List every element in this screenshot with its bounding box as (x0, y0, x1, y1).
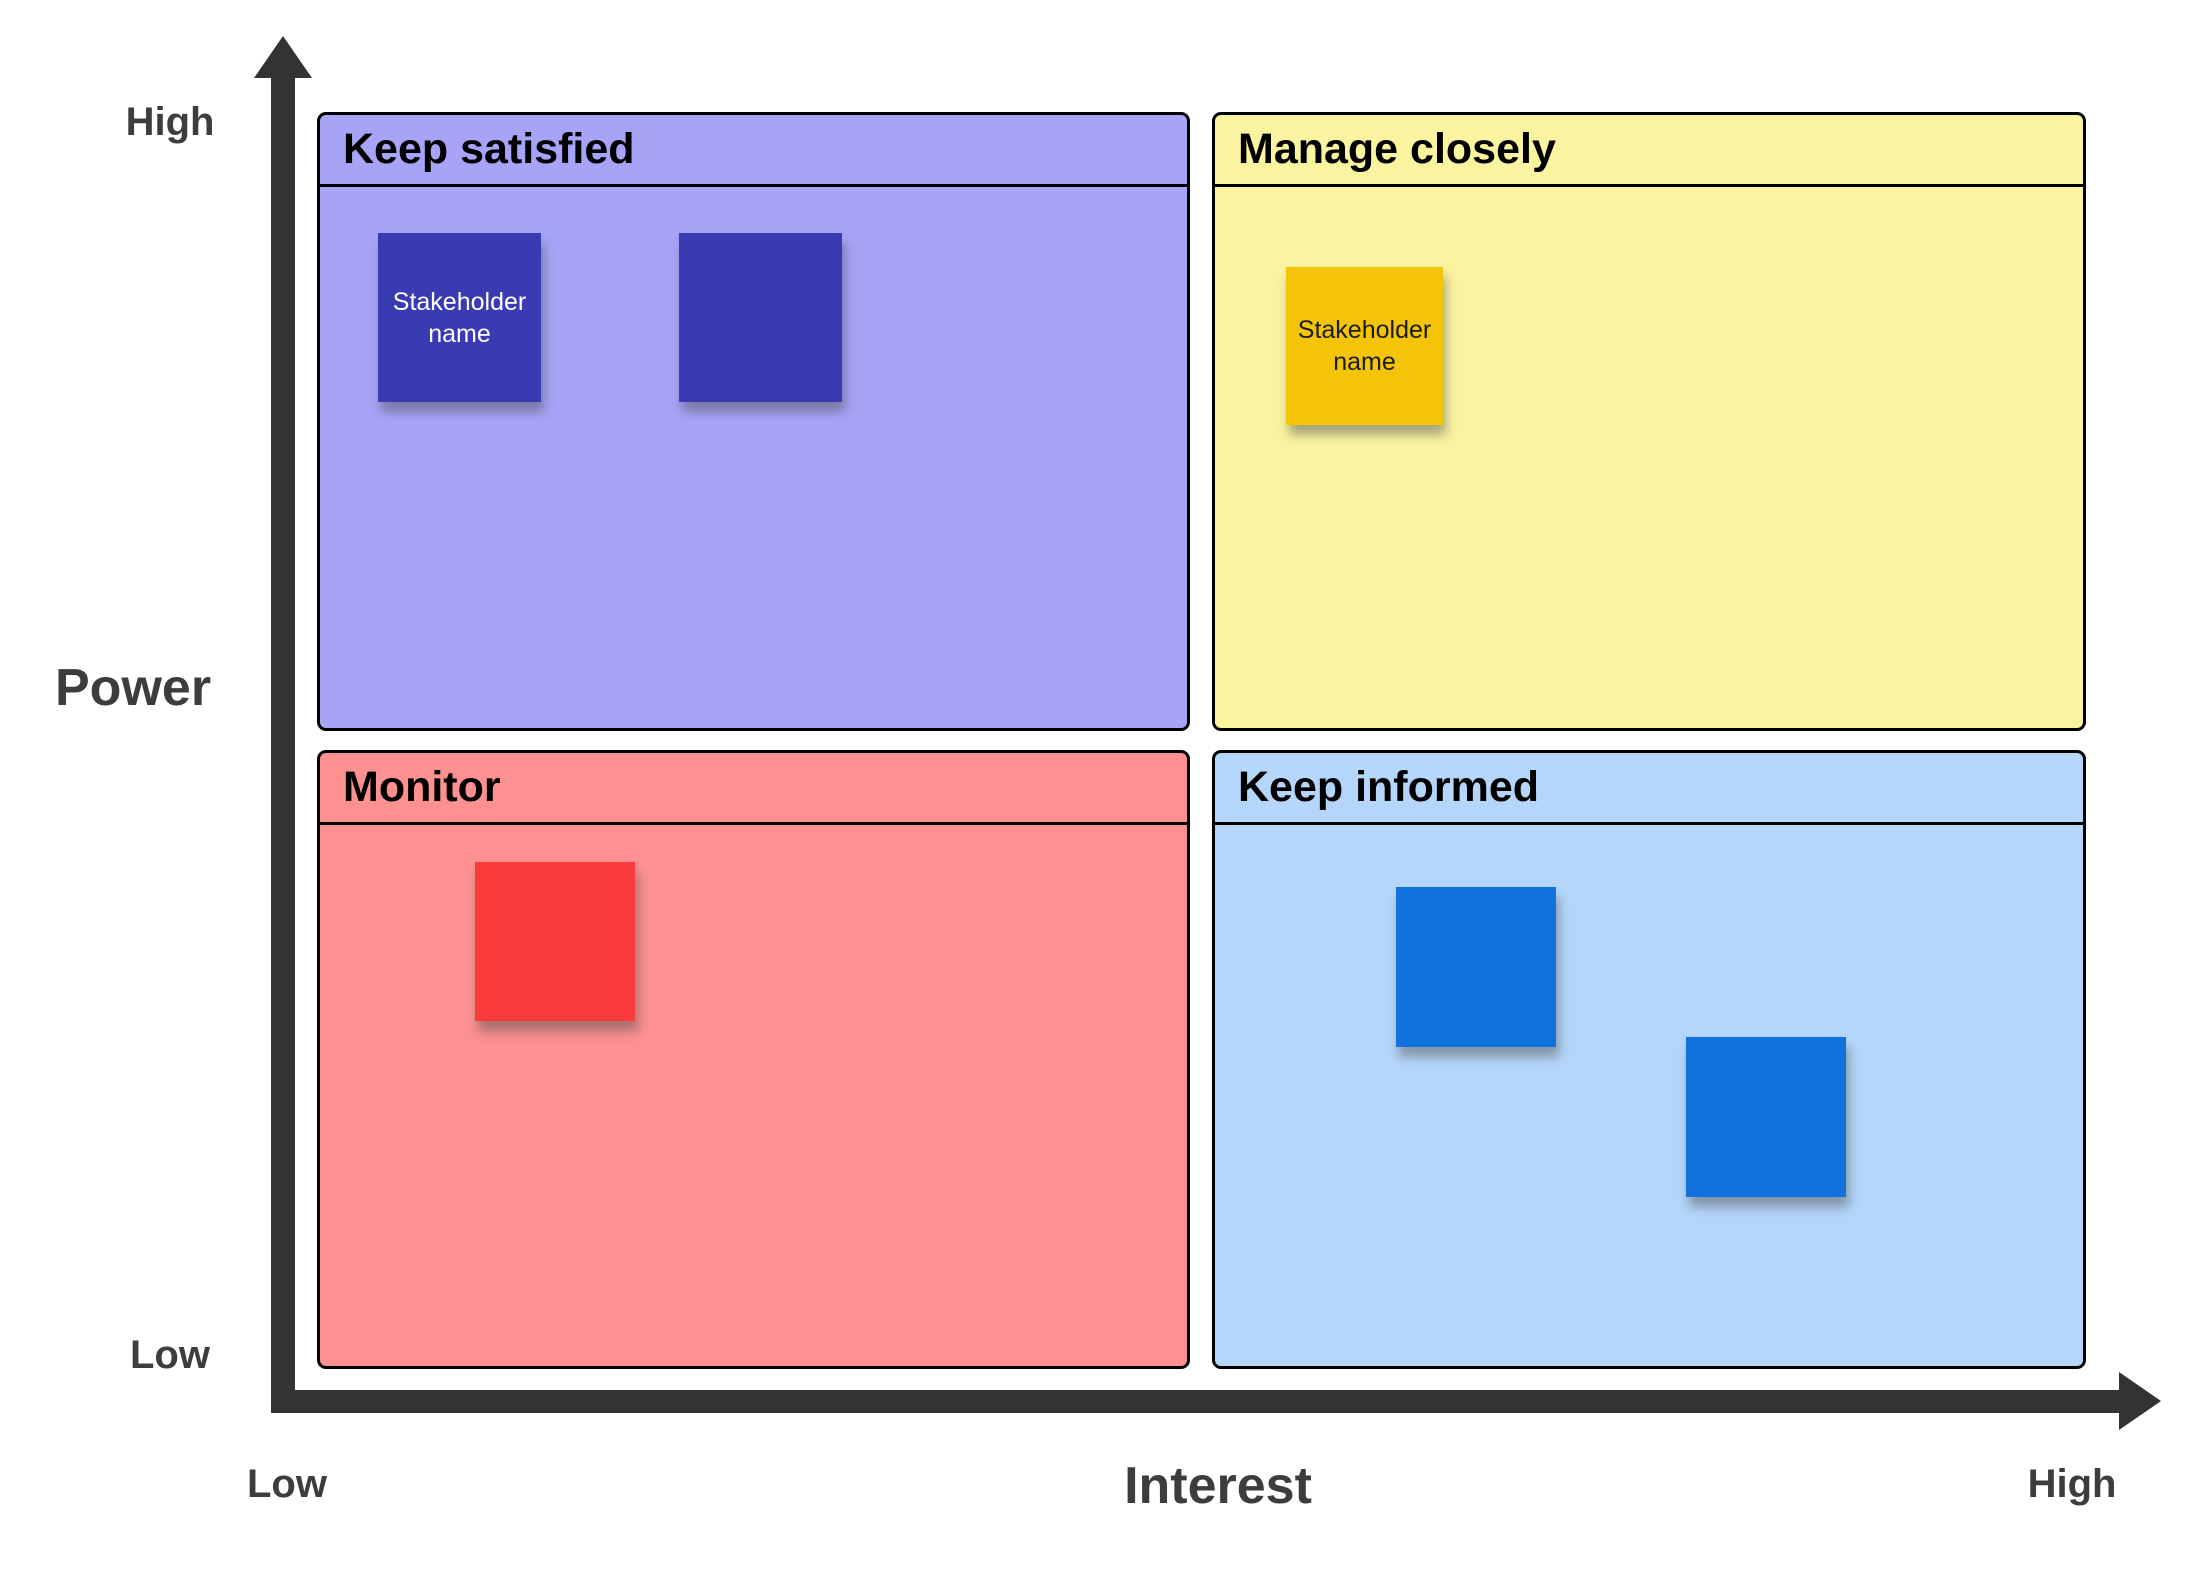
sticky-note[interactable]: Stakeholder name (378, 233, 541, 402)
y-axis-arrowhead-icon (254, 36, 312, 78)
y-axis-high-label: High (125, 100, 215, 144)
sticky-note[interactable] (475, 862, 635, 1021)
y-axis-line (271, 64, 295, 1413)
sticky-note[interactable] (679, 233, 842, 402)
sticky-note-text: Stakeholder name (392, 287, 527, 348)
quadrant-keep-informed: Keep informed (1212, 750, 2086, 1369)
quadrant-manage-closely-title: Manage closely (1215, 115, 2083, 187)
sticky-note[interactable] (1396, 887, 1556, 1047)
sticky-note[interactable] (1686, 1037, 1846, 1197)
y-axis-low-label: Low (130, 1333, 210, 1377)
x-axis-line (271, 1390, 2123, 1413)
x-axis-high-label: High (2027, 1462, 2117, 1506)
y-axis-title: Power (55, 659, 212, 717)
quadrant-keep-informed-title: Keep informed (1215, 753, 2083, 825)
sticky-note-text: Stakeholder name (1297, 316, 1432, 376)
sticky-note[interactable]: Stakeholder name (1286, 267, 1443, 425)
quadrant-monitor: Monitor (317, 750, 1190, 1369)
x-axis-low-label: Low (247, 1462, 327, 1506)
x-axis-arrowhead-icon (2119, 1372, 2161, 1430)
quadrant-monitor-title: Monitor (320, 753, 1187, 825)
quadrant-manage-closely: Manage closely Stakeholder name (1212, 112, 2086, 731)
x-axis-title: Interest (1124, 1457, 1312, 1515)
quadrant-keep-satisfied-title: Keep satisfied (320, 115, 1187, 187)
quadrant-keep-satisfied: Keep satisfied Stakeholder name (317, 112, 1190, 731)
